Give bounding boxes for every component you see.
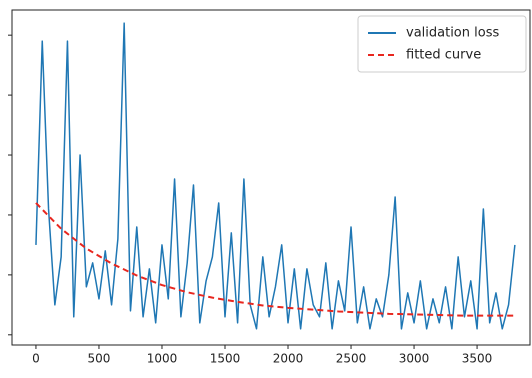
data-line: [35, 22, 516, 330]
x-tick-label: 1000: [147, 352, 178, 366]
legend-box: [357, 15, 527, 73]
legend-label: fitted curve: [406, 48, 481, 63]
legend-label: validation loss: [406, 26, 499, 41]
fitted-line: [35, 202, 515, 317]
x-tick-label: 1500: [210, 352, 241, 366]
x-tick-label: 3500: [462, 352, 493, 366]
x-tick-label: 2000: [273, 352, 304, 366]
x-tick-label: 2500: [336, 352, 367, 366]
x-tick-label: 0: [32, 352, 40, 366]
axes-frame: [11, 9, 531, 346]
x-tick-label: 500: [88, 352, 111, 366]
x-tick-label: 3000: [399, 352, 430, 366]
legend: validation loss fitted curve: [357, 15, 527, 73]
